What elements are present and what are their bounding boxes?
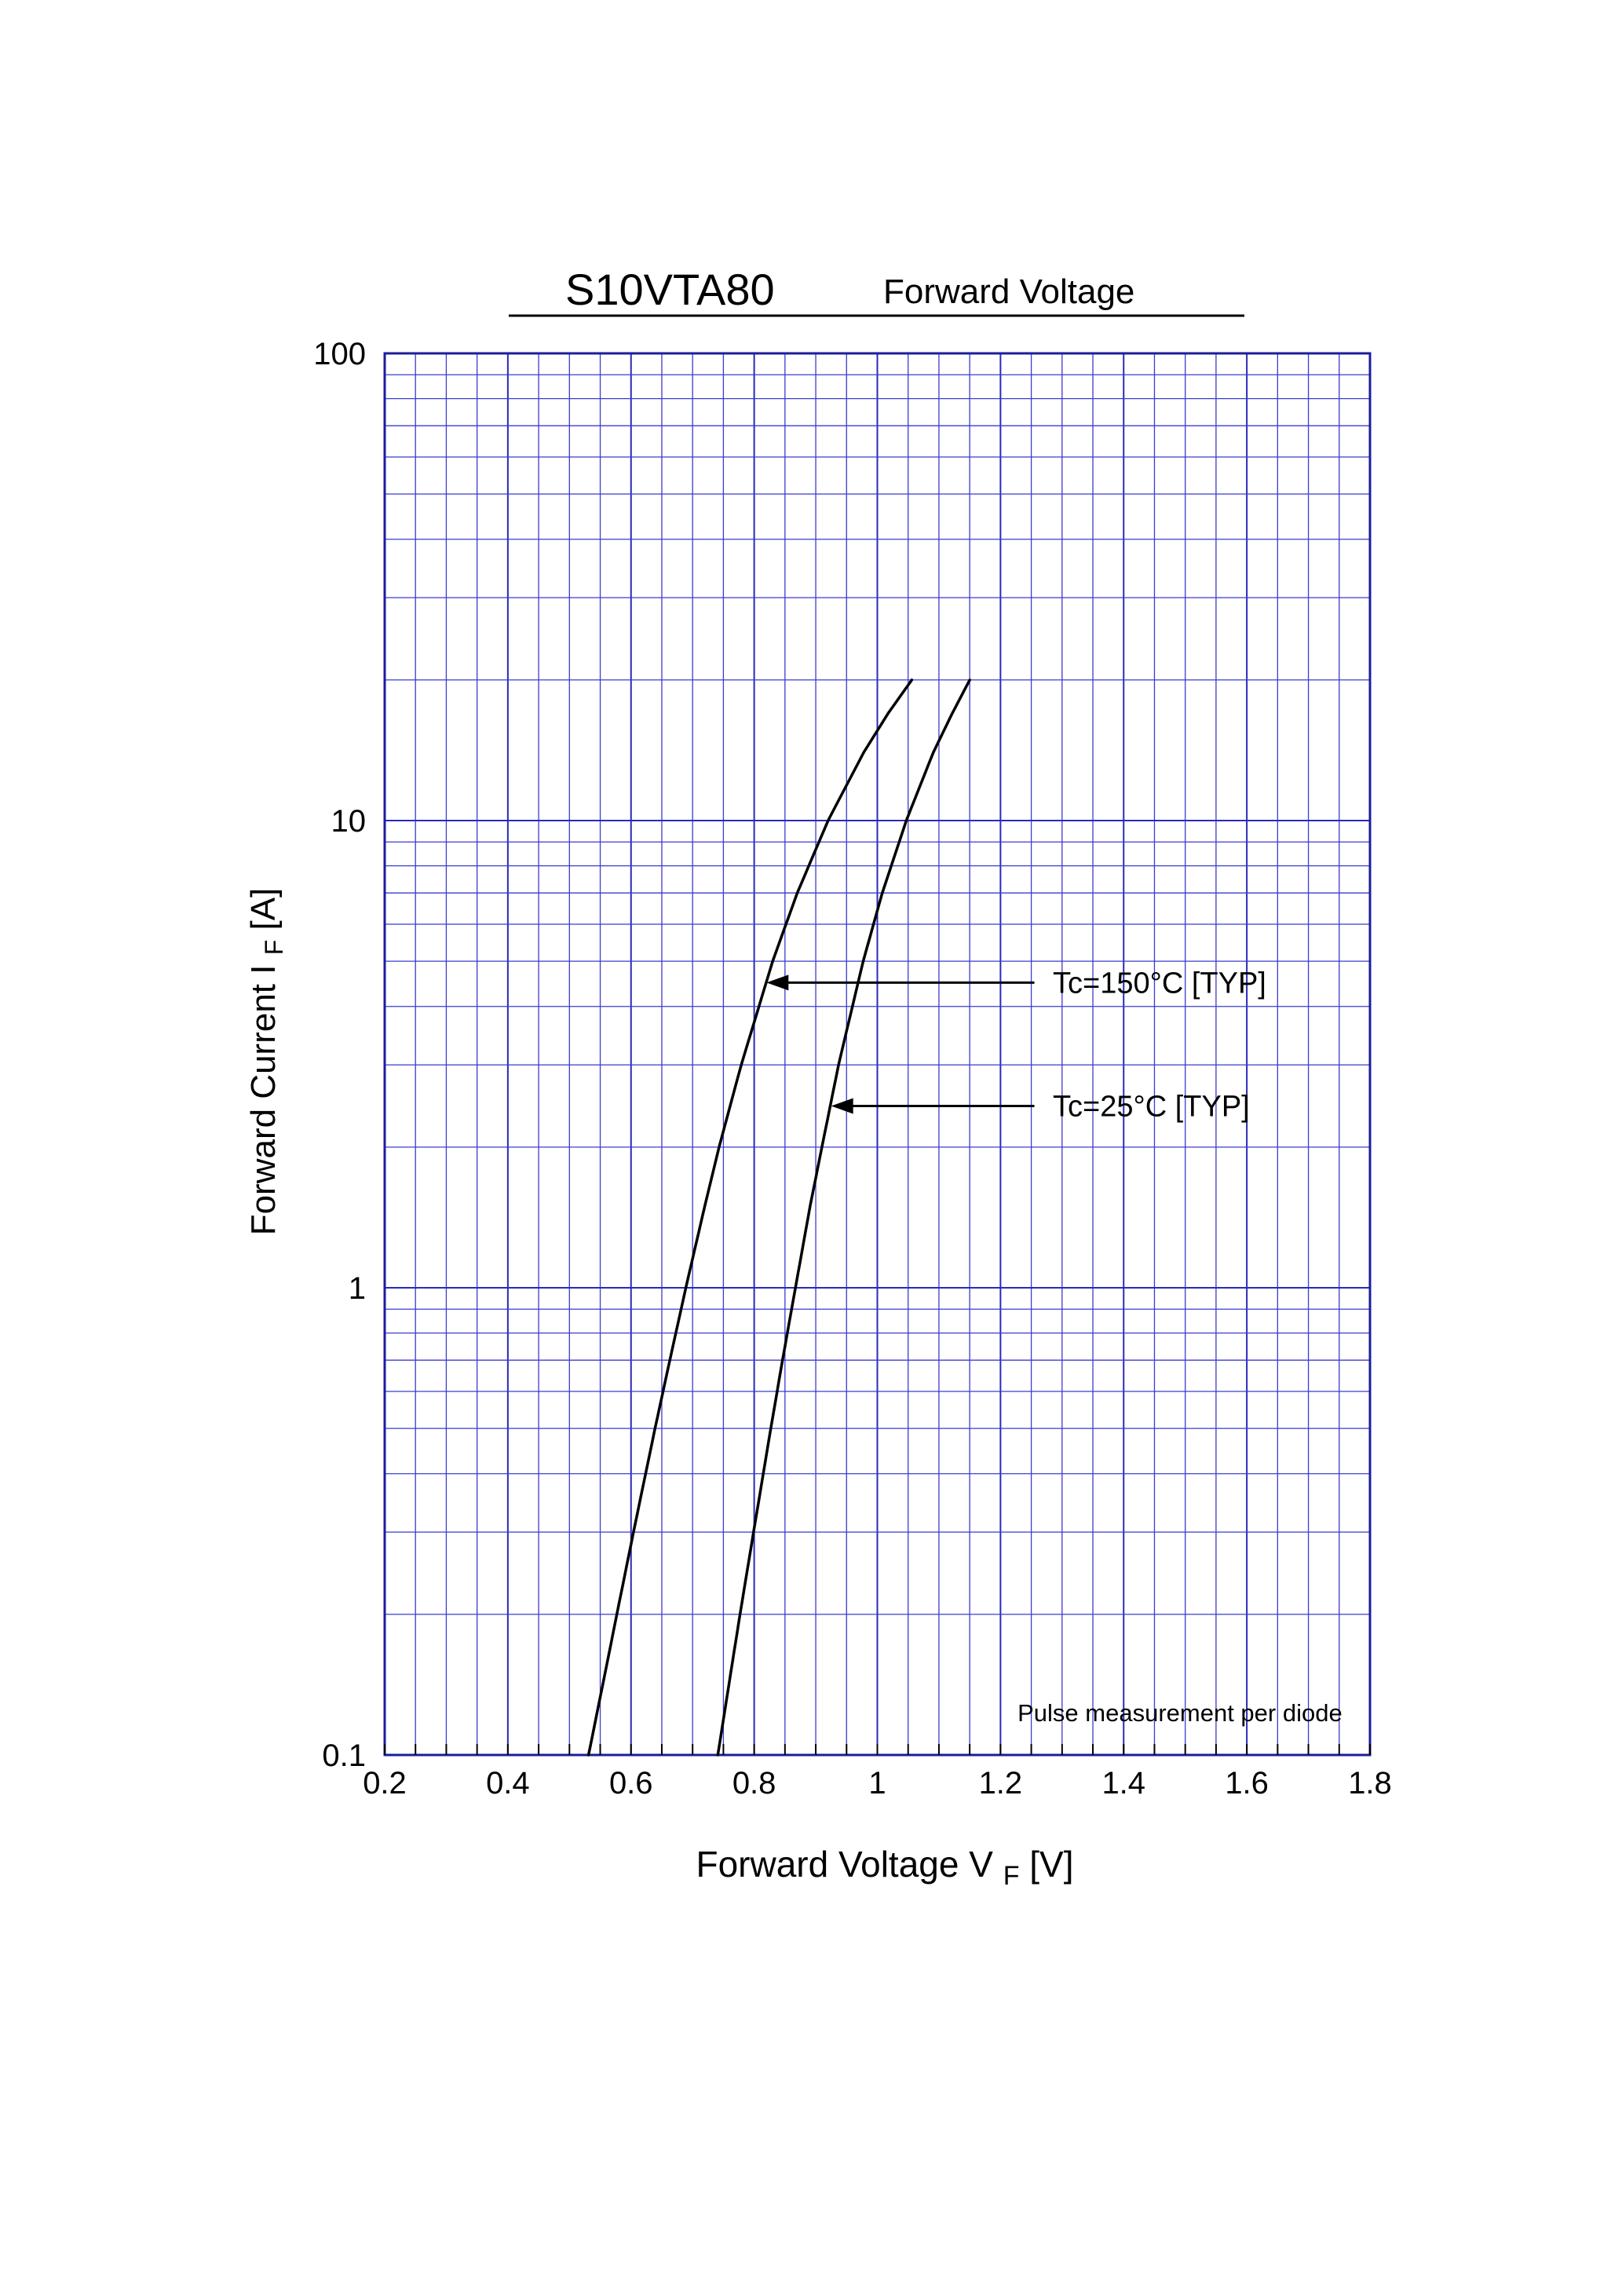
page-title: S10VTA80	[565, 265, 775, 314]
annotation-label: Tc=150°C [TYP]	[1053, 967, 1266, 1000]
y-tick-label: 0.1	[322, 1738, 366, 1773]
y-tick-label: 1	[349, 1271, 366, 1306]
y-axis-title: Forward Current I F [A]	[244, 888, 290, 1236]
x-tick-label: 1.4	[1101, 1766, 1145, 1801]
x-axis-title: Forward Voltage V F [V]	[696, 1844, 1073, 1892]
x-tick-label: 0.4	[486, 1766, 530, 1801]
x-axis-title-sub: F	[1003, 1861, 1020, 1891]
curve-25c	[716, 678, 971, 1757]
annotation-arrow-head	[766, 974, 789, 991]
x-tick-label: 1.8	[1348, 1766, 1392, 1801]
y-tick-label: 100	[313, 337, 366, 371]
x-tick-label: 0.2	[363, 1766, 407, 1801]
x-tick-label: 0.8	[732, 1766, 776, 1801]
x-axis-title-unit: [V]	[1029, 1844, 1073, 1885]
tick-layer: 0.2 0.4 0.6 0.8 1 1.2 1.4 1.6 1.8 0.1 1 10 100	[313, 337, 1392, 1801]
page-subtitle: Forward Voltage	[883, 272, 1134, 311]
annotation-layer: Tc=150°C [TYP] Tc=25°C [TYP] Pulse measure…	[766, 967, 1343, 1727]
y-tick-label: 10	[331, 804, 367, 839]
annotation-label: Tc=25°C [TYP]	[1053, 1090, 1250, 1123]
y-axis-title-unit: [A]	[244, 888, 283, 930]
annotation-arrow-head	[831, 1098, 853, 1114]
curve-150c	[586, 678, 914, 1757]
x-axis-title-main: Forward Voltage V	[696, 1844, 993, 1885]
x-tick-label: 0.6	[609, 1766, 653, 1801]
grid-layer	[384, 353, 1371, 1756]
curve-layer	[586, 678, 971, 1757]
note-text: Pulse measurement per diode	[1017, 1699, 1343, 1727]
x-tick-label: 1.2	[979, 1766, 1023, 1801]
y-axis-title-main: Forward Current I	[244, 965, 283, 1236]
x-tick-label: 1	[868, 1766, 886, 1801]
y-axis-title-sub: F	[260, 940, 288, 956]
x-tick-label: 1.6	[1225, 1766, 1269, 1801]
